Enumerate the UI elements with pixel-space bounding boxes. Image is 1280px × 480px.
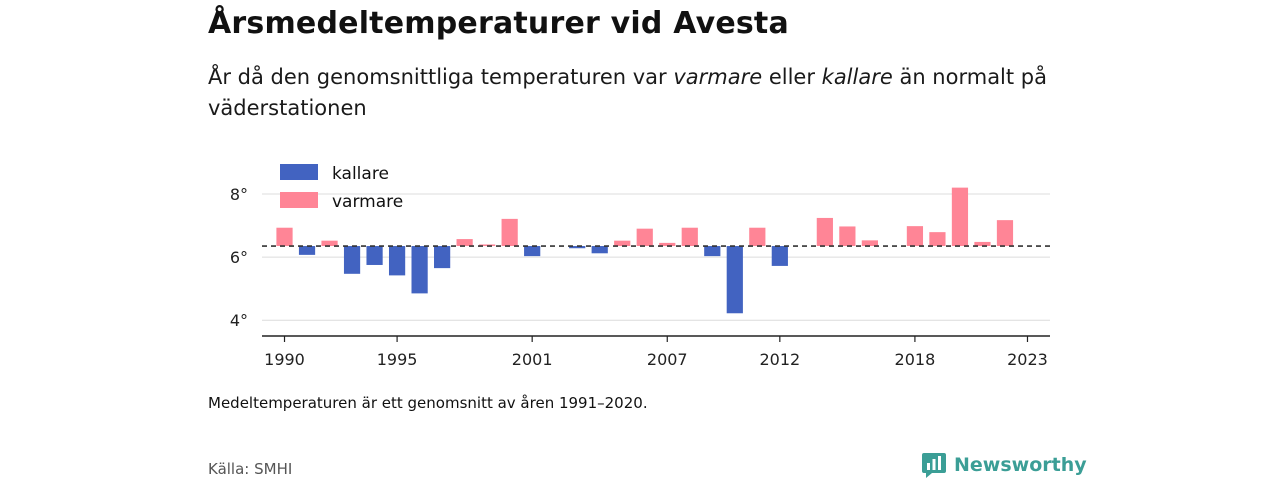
x-axis-ticks: 1990 1995 2001 2007 2012 2018 2023 [264, 336, 1048, 369]
bar-2022 [996, 220, 1014, 247]
y-axis-labels: 4° 6° 8° [230, 185, 248, 330]
bar-1992 [321, 240, 338, 247]
bar-1998 [456, 239, 473, 247]
x-tick-label: 1995 [377, 350, 418, 369]
bar-1993 [343, 246, 361, 274]
chart-title: Årsmedeltemperaturer vid Avesta [208, 6, 789, 41]
bar-1996 [411, 246, 428, 294]
bar-2001 [524, 246, 541, 257]
brand-name: Newsworthy [954, 454, 1087, 476]
footnote: Medeltemperaturen är ett genomsnitt av å… [208, 394, 648, 412]
legend-swatch-kallare [280, 164, 318, 180]
x-tick-label: 2012 [759, 350, 800, 369]
x-tick-label: 1990 [264, 350, 305, 369]
bar-2019 [929, 232, 946, 247]
x-tick-label: 2007 [647, 350, 688, 369]
bars [276, 187, 1014, 314]
legend-label-varmare: varmare [332, 192, 403, 212]
source-credit: Källa: SMHI [208, 460, 293, 478]
y-tick-label: 6° [230, 248, 248, 267]
legend-swatch-varmare [280, 192, 318, 208]
subtitle-emphasis-warmer: varmare [673, 65, 763, 89]
bar-2014 [816, 217, 833, 247]
legend: kallare varmare [280, 164, 403, 212]
bar-2000 [501, 218, 518, 247]
bar-2007 [659, 242, 676, 247]
y-tick-label: 8° [230, 185, 248, 204]
chart-subtitle: År då den genomsnittliga temperaturen va… [208, 62, 1068, 124]
bar-2012 [771, 246, 788, 266]
bar-1990 [276, 227, 293, 247]
bar-2020 [951, 187, 969, 247]
subtitle-text-3: än normalt på väderstationen [208, 65, 1047, 120]
bar-2005 [614, 240, 631, 247]
bar-2004 [591, 246, 608, 254]
bar-1997 [434, 246, 451, 269]
newsworthy-chart-icon [922, 453, 946, 478]
legend-label-kallare: kallare [332, 164, 389, 184]
bar-2009 [704, 246, 721, 257]
bar-chart: 4° 6° 8° 1990 1995 2001 2007 2012 2018 2023 kall… [230, 164, 1050, 369]
x-tick-label: 2001 [512, 350, 553, 369]
subtitle-text-1: År då den genomsnittliga temperaturen va… [208, 65, 674, 89]
subtitle-emphasis-colder: kallare [821, 65, 893, 89]
bar-2016 [861, 240, 878, 247]
bar-2010 [726, 246, 743, 314]
bar-1994 [366, 246, 383, 265]
bar-2003 [569, 246, 586, 249]
bar-2018 [906, 226, 924, 247]
bar-2015 [839, 226, 856, 247]
bar-2008 [681, 227, 698, 247]
y-tick-label: 4° [230, 311, 248, 330]
newsworthy-logo: Newsworthy [922, 450, 1087, 480]
bar-2021 [974, 241, 991, 247]
bar-1991 [298, 246, 316, 255]
x-tick-label: 2023 [1007, 350, 1048, 369]
bar-1995 [388, 246, 406, 276]
bar-2011 [749, 227, 766, 247]
x-tick-label: 2018 [895, 350, 936, 369]
bar-2006 [636, 228, 653, 247]
subtitle-text-2: eller [762, 65, 822, 89]
